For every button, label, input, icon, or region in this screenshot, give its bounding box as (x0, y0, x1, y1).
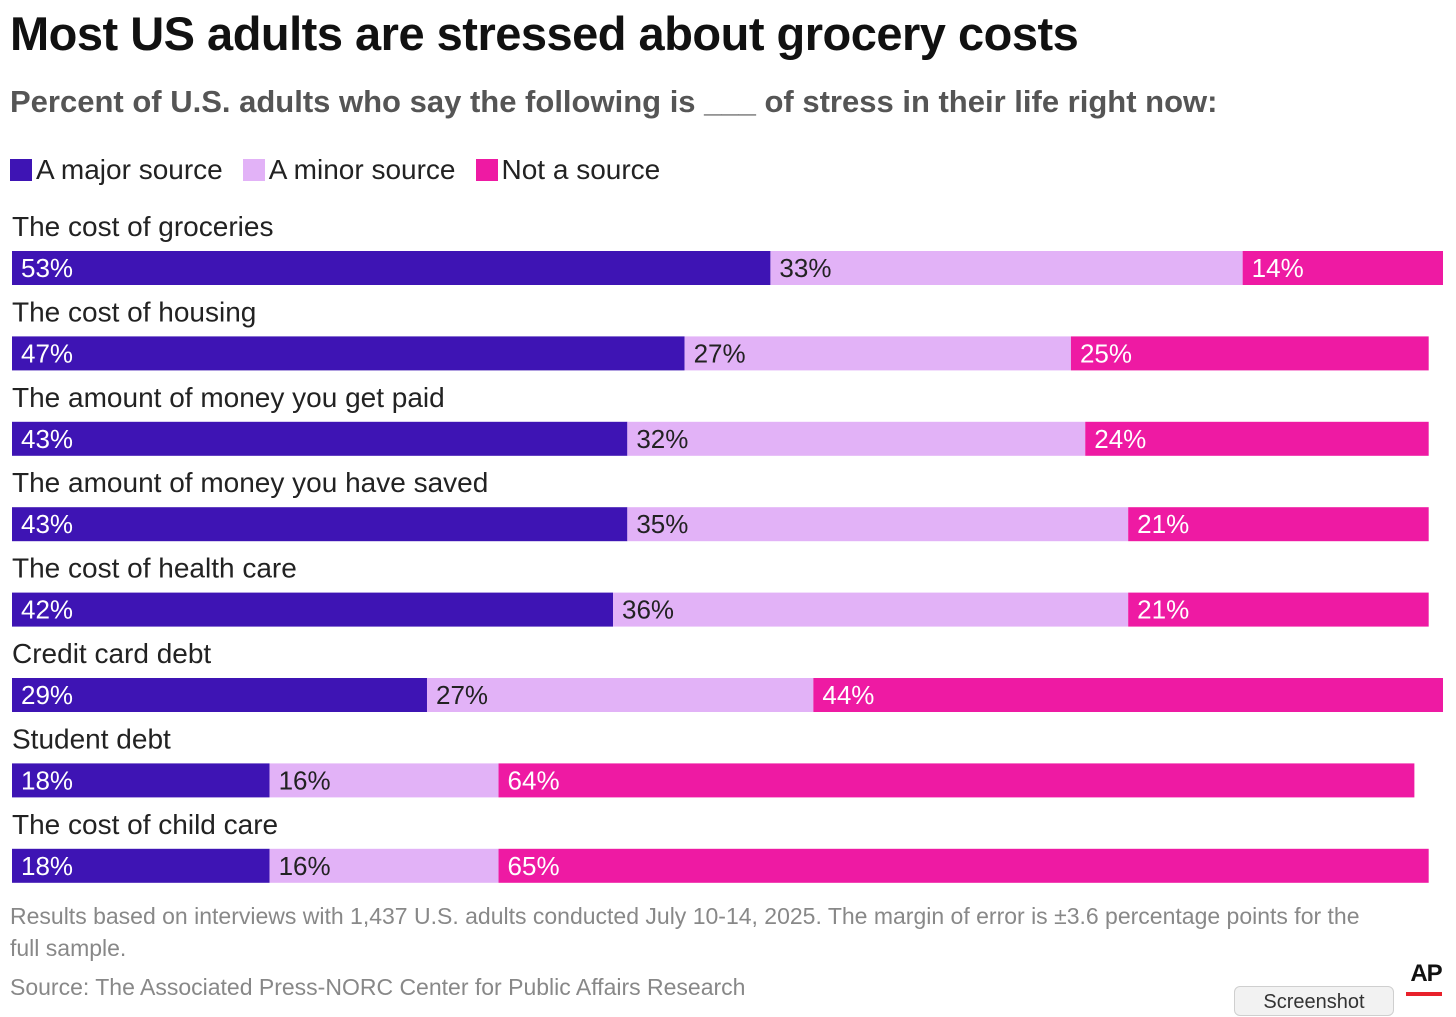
screenshot-button[interactable]: Screenshot (1234, 986, 1394, 1016)
value-label-not-a-source-student-debt: 64% (508, 765, 560, 795)
legend-label-major: A major source (36, 154, 223, 185)
bar-a-major-source-the-cost-of-health-care (12, 592, 614, 627)
ap-logo-underline (1406, 992, 1442, 996)
bar-a-major-source-the-amount-of-money-you-have-saved (12, 507, 628, 542)
value-label-not-a-source-the-amount-of-money-you-have-saved: 21% (1137, 509, 1189, 539)
value-label-a-minor-source-the-cost-of-child-care: 16% (279, 851, 331, 881)
bar-not-a-source-credit-card-debt (813, 678, 1443, 712)
category-label-the-cost-of-housing: The cost of housing (12, 296, 256, 327)
legend: A major source A minor source Not a sour… (10, 150, 680, 190)
bar-a-major-source-the-amount-of-money-you-get-paid (12, 421, 628, 456)
bar-a-minor-source-credit-card-debt (426, 678, 814, 712)
value-label-a-minor-source-the-amount-of-money-you-get-paid: 32% (636, 424, 688, 454)
chart-title: Most US adults are stressed about grocer… (10, 7, 1079, 60)
value-label-a-major-source-the-cost-of-child-care: 18% (21, 851, 73, 881)
bar-a-major-source-the-cost-of-groceries (12, 251, 771, 285)
bar-a-minor-source-the-cost-of-child-care (269, 848, 499, 883)
bar-a-minor-source-student-debt (269, 763, 499, 798)
value-label-a-minor-source-student-debt: 16% (279, 765, 331, 795)
category-label-the-amount-of-money-you-have-saved: The amount of money you have saved (12, 467, 488, 498)
value-label-a-major-source-credit-card-debt: 29% (21, 680, 73, 710)
bar-a-minor-source-the-cost-of-health-care (613, 592, 1129, 627)
bar-not-a-source-the-amount-of-money-you-have-saved (1128, 507, 1429, 542)
value-label-a-minor-source-credit-card-debt: 27% (436, 680, 488, 710)
bar-a-minor-source-the-cost-of-housing (684, 336, 1071, 371)
legend-item-minor: A minor source (242, 154, 456, 186)
bar-a-minor-source-the-amount-of-money-you-get-paid (627, 421, 1086, 456)
legend-label-minor: A minor source (268, 154, 456, 185)
value-label-not-a-source-the-cost-of-groceries: 14% (1252, 253, 1304, 283)
legend-item-not: Not a source (475, 154, 661, 186)
bar-a-major-source-student-debt (12, 763, 270, 798)
category-label-student-debt: Student debt (12, 723, 171, 754)
value-label-a-minor-source-the-cost-of-health-care: 36% (622, 595, 674, 625)
value-label-a-minor-source-the-cost-of-housing: 27% (694, 338, 746, 368)
legend-item-major: A major source (10, 154, 223, 186)
value-label-a-major-source-student-debt: 18% (21, 765, 73, 795)
legend-swatch-major (10, 159, 32, 181)
bar-not-a-source-the-cost-of-health-care (1128, 592, 1429, 627)
value-label-a-major-source-the-cost-of-health-care: 42% (21, 595, 73, 625)
category-label-the-amount-of-money-you-get-paid: The amount of money you get paid (12, 382, 445, 413)
ap-logo: AP (1410, 960, 1442, 987)
bar-a-minor-source-the-amount-of-money-you-have-saved (627, 507, 1129, 542)
category-label-the-cost-of-groceries: The cost of groceries (12, 211, 273, 242)
value-label-not-a-source-credit-card-debt: 44% (822, 680, 874, 710)
bar-a-major-source-the-cost-of-child-care (12, 848, 270, 883)
value-label-not-a-source-the-cost-of-housing: 25% (1080, 338, 1132, 368)
source-line: Source: The Associated Press-NORC Center… (10, 974, 746, 1000)
value-label-a-major-source-the-cost-of-groceries: 53% (21, 253, 73, 283)
bar-a-minor-source-the-cost-of-groceries (770, 251, 1243, 285)
value-label-a-major-source-the-amount-of-money-you-have-saved: 43% (21, 509, 73, 539)
value-label-a-major-source-the-amount-of-money-you-get-paid: 43% (21, 424, 73, 454)
bar-not-a-source-student-debt (498, 763, 1415, 798)
legend-label-not: Not a source (501, 154, 661, 185)
legend-swatch-minor (242, 159, 265, 181)
value-label-a-minor-source-the-amount-of-money-you-have-saved: 35% (636, 509, 688, 539)
value-label-a-minor-source-the-cost-of-groceries: 33% (779, 253, 831, 283)
legend-swatch-not (475, 159, 498, 181)
stacked-bar-chart: The cost of groceries 53% 33% 14% The cost o… (12, 211, 1443, 883)
category-label-the-cost-of-child-care: The cost of child care (12, 809, 278, 840)
bar-a-major-source-credit-card-debt (12, 678, 427, 712)
value-label-a-major-source-the-cost-of-housing: 47% (21, 338, 73, 368)
chart-subtitle: Percent of U.S. adults who say the follo… (10, 84, 1218, 119)
category-label-credit-card-debt: Credit card debt (12, 638, 211, 669)
value-label-not-a-source-the-cost-of-health-care: 21% (1137, 595, 1189, 625)
category-label-the-cost-of-health-care: The cost of health care (12, 553, 297, 584)
bar-not-a-source-the-cost-of-child-care (498, 848, 1429, 883)
value-label-not-a-source-the-amount-of-money-you-get-paid: 24% (1094, 424, 1146, 454)
bar-not-a-source-the-cost-of-groceries (1242, 251, 1443, 285)
bar-a-major-source-the-cost-of-housing (12, 336, 685, 371)
methodology-note: Results based on interviews with 1,437 U… (10, 903, 1360, 961)
bar-not-a-source-the-cost-of-housing (1070, 336, 1429, 371)
bar-not-a-source-the-amount-of-money-you-get-paid (1085, 421, 1429, 456)
value-label-not-a-source-the-cost-of-child-care: 65% (508, 851, 560, 881)
